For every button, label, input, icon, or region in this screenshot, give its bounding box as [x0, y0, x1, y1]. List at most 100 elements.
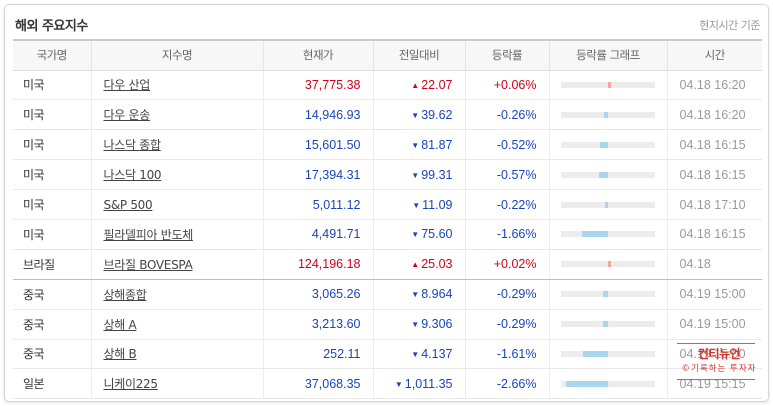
- table-row: 미국 나스닥 100 17,394.31 ▼ 99.31 -0.57% 04.18 16:1…: [13, 159, 762, 191]
- change-cell: ▼ 1,011.35: [372, 368, 465, 400]
- country-cell: 미국: [13, 219, 91, 250]
- country-cell: 중국: [13, 309, 91, 340]
- index-name-link[interactable]: S&P 500: [103, 197, 153, 212]
- watermark-bottom-line: [677, 379, 755, 380]
- index-name-link[interactable]: 다우 운송: [103, 108, 151, 123]
- rate-bar-fill: [603, 321, 608, 328]
- rate-graph-cell: [548, 309, 667, 340]
- price-cell: 5,011.12: [262, 189, 373, 220]
- rate-bar-track: [561, 111, 655, 118]
- index-name-link[interactable]: 브라질 BOVESPA: [103, 257, 193, 272]
- change-cell: ▼ 11.09: [372, 189, 465, 220]
- down-triangle-icon: ▼: [394, 379, 403, 389]
- world-indices-panel: 해외 주요지수 현지시간 기준 국가명 지수명 현재가 전일대비 등락률 등락률…: [4, 4, 769, 402]
- rate-bar-fill: [608, 81, 611, 88]
- time-cell: 04.18 16:20: [666, 70, 762, 101]
- down-triangle-icon: ▼: [411, 140, 420, 150]
- time-cell: 04.19 15:00: [666, 309, 762, 340]
- change-cell: ▼ 9.306: [372, 309, 465, 340]
- rate-bar-fill: [604, 201, 608, 208]
- table-header-row: 국가명 지수명 현재가 전일대비 등락률 등락률 그래프 시간: [13, 40, 762, 71]
- rate-graph-cell: [548, 129, 667, 161]
- time-cell: 04.18 16:15: [666, 129, 762, 161]
- change-cell: ▼ 99.31: [372, 159, 465, 191]
- index-name-link[interactable]: 다우 산업: [103, 78, 151, 93]
- change-value: 8.964: [421, 287, 453, 302]
- table-row: 미국 나스닥 종합 15,601.50 ▼ 81.87 -0.52% 04.18 16:15: [13, 129, 762, 161]
- rate-graph-cell: [548, 99, 667, 131]
- price-cell: 37,775.38: [262, 70, 373, 101]
- rate-bar-fill: [566, 380, 608, 387]
- rate-bar-fill: [603, 111, 608, 118]
- down-triangle-icon: ▼: [411, 170, 420, 180]
- table-row: 중국 상해 B 252.11 ▼ 4.137 -1.61% 04.19 15:00: [13, 339, 762, 370]
- watermark-top-line: [677, 343, 755, 344]
- rate-graph-cell: [548, 249, 667, 280]
- change-cell: ▼ 75.60: [372, 219, 465, 250]
- rate-graph-cell: [548, 70, 667, 101]
- country-cell: 브라질: [13, 249, 91, 280]
- change-value: 81.87: [421, 137, 453, 152]
- table-row: 브라질 브라질 BOVESPA 124,196.18 ▲ 25.03 +0.02% 04.1…: [13, 249, 762, 280]
- table-row: 중국 상해종합 3,065.26 ▼ 8.964 -0.29% 04.19 15:00: [13, 279, 762, 310]
- index-name-link[interactable]: 상해종합: [103, 287, 147, 302]
- col-header-time: 시간: [666, 40, 762, 71]
- index-name-link[interactable]: 니케이225: [103, 377, 159, 392]
- rate-bar-track: [561, 380, 655, 387]
- rate-cell: +0.06%: [464, 70, 549, 101]
- change-value: 9.306: [421, 317, 453, 332]
- time-cell: 04.18 16:20: [666, 99, 762, 131]
- table-row: 미국 S&P 500 5,011.12 ▼ 11.09 -0.22% 04.18 17:10: [13, 189, 762, 220]
- change-value: 1,011.35: [404, 376, 453, 391]
- time-cell: 04.18 16:15: [666, 219, 762, 250]
- down-triangle-icon: ▼: [411, 320, 420, 330]
- change-cell: ▼ 4.137: [372, 339, 465, 370]
- down-triangle-icon: ▼: [411, 290, 420, 300]
- up-triangle-icon: ▲: [411, 260, 420, 270]
- price-cell: 3,065.26: [262, 279, 373, 310]
- rate-cell: +0.02%: [464, 249, 549, 280]
- table-row: 중국 상해 A 3,213.60 ▼ 9.306 -0.29% 04.19 15:00: [13, 309, 762, 340]
- rate-bar-track: [561, 231, 655, 238]
- rate-bar-track: [561, 350, 655, 357]
- down-triangle-icon: ▼: [411, 349, 420, 359]
- index-name-link[interactable]: 나스닥 종합: [103, 138, 162, 153]
- index-name-link[interactable]: 상해 A: [103, 317, 137, 332]
- price-cell: 37,068.35: [262, 368, 373, 400]
- change-value: 75.60: [421, 227, 453, 242]
- price-cell: 252.11: [262, 339, 373, 370]
- rate-cell: -1.66%: [464, 219, 549, 250]
- rate-bar-fill: [581, 231, 608, 238]
- index-name-link[interactable]: 필라델피아 반도체: [103, 227, 194, 242]
- change-value: 4.137: [421, 346, 453, 361]
- watermark-main-text: 컨티뉴언: [697, 347, 741, 361]
- watermark-stamp: 컨티뉴언 ©기록하는 투자자: [673, 343, 765, 380]
- down-triangle-icon: ▼: [411, 110, 420, 120]
- rate-cell: -0.29%: [464, 309, 549, 340]
- rate-graph-cell: [548, 368, 667, 400]
- rate-graph-cell: [548, 339, 667, 370]
- rate-cell: -1.61%: [464, 339, 549, 370]
- change-value: 11.09: [422, 197, 453, 212]
- time-cell: 04.18 16:15: [666, 159, 762, 191]
- col-header-rate-graph: 등락률 그래프: [548, 40, 667, 71]
- rate-graph-cell: [548, 159, 667, 191]
- rate-bar-track: [561, 81, 655, 88]
- table-row: 미국 다우 산업 37,775.38 ▲ 22.07 +0.06% 04.18 16:20: [13, 70, 762, 101]
- rate-bar-fill: [603, 291, 608, 298]
- index-name-link[interactable]: 나스닥 100: [103, 168, 162, 183]
- country-cell: 미국: [13, 189, 91, 220]
- rate-graph-cell: [548, 189, 667, 220]
- down-triangle-icon: ▼: [411, 230, 420, 240]
- change-value: 25.03: [421, 257, 453, 272]
- time-cell: 04.18: [666, 249, 762, 280]
- rate-cell: -0.52%: [464, 129, 549, 161]
- rate-bar-fill: [599, 171, 608, 178]
- rate-cell: -0.29%: [464, 279, 549, 310]
- change-value: 39.62: [421, 107, 453, 122]
- index-name-link[interactable]: 상해 B: [103, 347, 137, 362]
- rate-bar-track: [561, 321, 655, 328]
- time-cell: 04.18 17:10: [666, 189, 762, 220]
- table-row: 일본 니케이225 37,068.35 ▼ 1,011.35 -2.66% 04.19 15…: [13, 368, 762, 400]
- rate-bar-track: [561, 171, 655, 178]
